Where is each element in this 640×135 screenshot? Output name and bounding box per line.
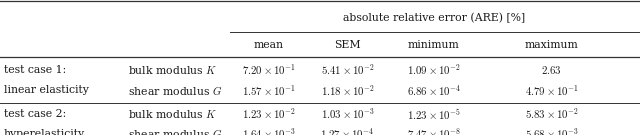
Text: $1.18 \times 10^{-2}$: $1.18 \times 10^{-2}$ xyxy=(321,83,374,98)
Text: absolute relative error (ARE) [%]: absolute relative error (ARE) [%] xyxy=(344,12,525,23)
Text: $1.09 \times 10^{-2}$: $1.09 \times 10^{-2}$ xyxy=(407,63,461,77)
Text: hyperelasticity: hyperelasticity xyxy=(4,129,85,135)
Text: $1.57 \times 10^{-1}$: $1.57 \times 10^{-1}$ xyxy=(242,83,296,98)
Text: maximum: maximum xyxy=(525,40,579,50)
Text: $7.20 \times 10^{-1}$: $7.20 \times 10^{-1}$ xyxy=(242,63,296,77)
Text: shear modulus $G$: shear modulus $G$ xyxy=(128,84,223,97)
Text: test case 2:: test case 2: xyxy=(4,109,66,119)
Text: $5.68 \times 10^{-3}$: $5.68 \times 10^{-3}$ xyxy=(525,126,579,135)
Text: $1.27 \times 10^{-4}$: $1.27 \times 10^{-4}$ xyxy=(321,126,374,135)
Text: bulk modulus $K$: bulk modulus $K$ xyxy=(128,108,218,120)
Text: $1.23 \times 10^{-5}$: $1.23 \times 10^{-5}$ xyxy=(407,107,461,122)
Text: $4.79 \times 10^{-1}$: $4.79 \times 10^{-1}$ xyxy=(525,83,579,98)
Text: mean: mean xyxy=(254,40,284,50)
Text: SEM: SEM xyxy=(334,40,361,50)
Text: minimum: minimum xyxy=(408,40,460,50)
Text: test case 1:: test case 1: xyxy=(4,65,66,75)
Text: $1.64 \times 10^{-3}$: $1.64 \times 10^{-3}$ xyxy=(242,126,296,135)
Text: linear elasticity: linear elasticity xyxy=(4,85,89,95)
Text: $1.23 \times 10^{-2}$: $1.23 \times 10^{-2}$ xyxy=(242,107,296,121)
Text: $5.83 \times 10^{-2}$: $5.83 \times 10^{-2}$ xyxy=(525,107,579,121)
Text: $7.47 \times 10^{-8}$: $7.47 \times 10^{-8}$ xyxy=(407,126,461,135)
Text: $6.86 \times 10^{-4}$: $6.86 \times 10^{-4}$ xyxy=(407,83,461,98)
Text: shear modulus $G$: shear modulus $G$ xyxy=(128,127,223,135)
Text: $5.41 \times 10^{-2}$: $5.41 \times 10^{-2}$ xyxy=(321,63,374,77)
Text: bulk modulus $K$: bulk modulus $K$ xyxy=(128,64,218,76)
Text: $1.03 \times 10^{-3}$: $1.03 \times 10^{-3}$ xyxy=(321,107,374,121)
Text: $2.63$: $2.63$ xyxy=(541,64,562,76)
